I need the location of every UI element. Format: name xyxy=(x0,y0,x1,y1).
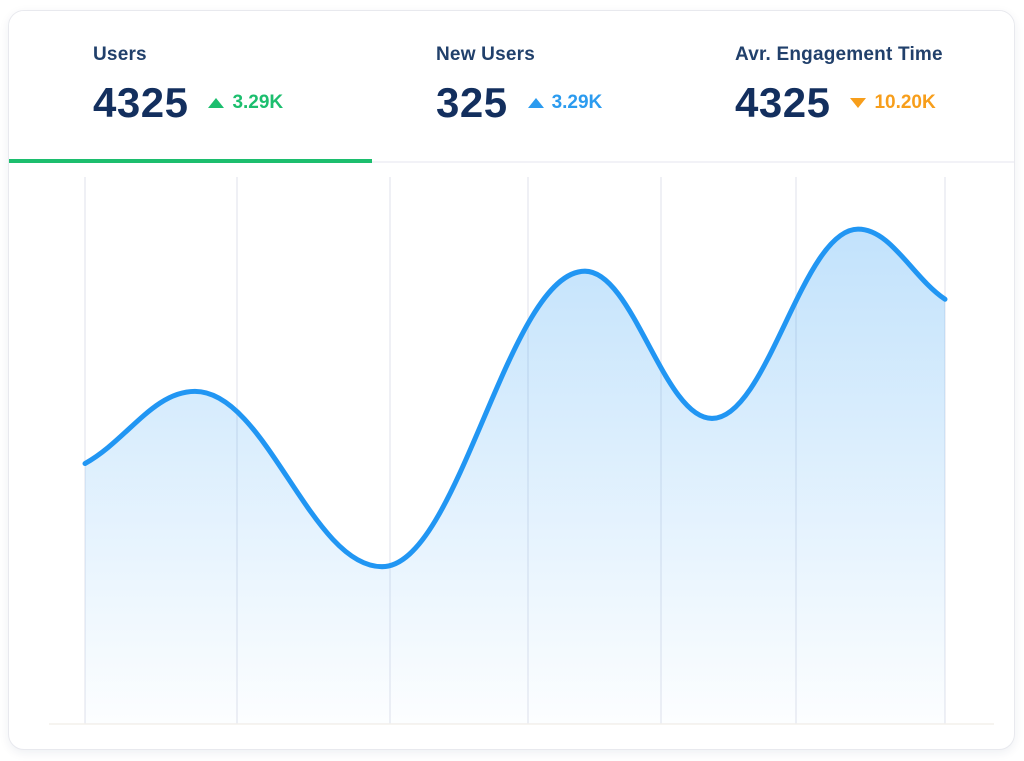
metric-label: New Users xyxy=(436,44,535,65)
analytics-card: Users 4325 3.29K New Users 325 3.29K xyxy=(8,10,1015,750)
metric-tab-users[interactable]: Users 4325 3.29K xyxy=(9,11,372,163)
metric-delta-value: 3.29K xyxy=(551,92,603,113)
metric-delta-value: 10.20K xyxy=(874,92,936,113)
metric-label: Avr. Engagement Time xyxy=(735,44,943,65)
active-tab-indicator xyxy=(9,159,372,163)
metric-delta-value: 3.29K xyxy=(232,92,284,113)
metric-tab-new-users[interactable]: New Users 325 3.29K xyxy=(372,11,715,161)
metric-value: 4325 xyxy=(93,79,189,126)
trend-up-icon xyxy=(208,98,225,108)
chart-area-fill xyxy=(85,229,945,724)
area-chart[interactable] xyxy=(9,163,1014,749)
trend-up-icon xyxy=(527,98,544,108)
metric-tab-strip: Users 4325 3.29K New Users 325 3.29K xyxy=(9,11,1014,163)
metric-value: 325 xyxy=(436,79,508,126)
trend-down-icon xyxy=(850,98,867,108)
metric-value: 4325 xyxy=(735,79,831,126)
metric-delta: 10.20K xyxy=(850,92,936,114)
metric-tab-engagement-time[interactable]: Avr. Engagement Time 4325 10.20K xyxy=(715,11,1014,161)
metric-label: Users xyxy=(93,44,147,65)
users-trend-chart-svg xyxy=(49,177,994,725)
metric-delta: 3.29K xyxy=(208,92,283,114)
metric-delta: 3.29K xyxy=(527,92,603,114)
chart-line xyxy=(82,226,948,570)
